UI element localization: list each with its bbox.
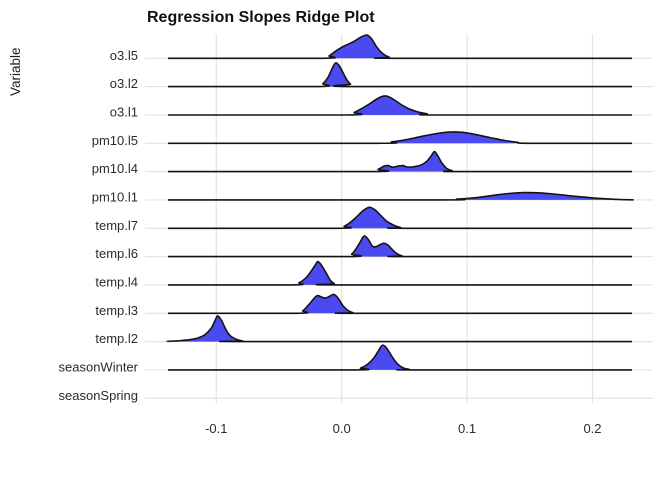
density-ridge (166, 315, 632, 343)
row-label: o3.l2 (110, 76, 138, 91)
density-ridge (168, 191, 634, 201)
row-label: pm10.l1 (92, 189, 138, 204)
x-tick-label: 0.2 (583, 421, 601, 436)
x-tick-label: 0.0 (333, 421, 351, 436)
density-ridge (168, 150, 632, 173)
density-ridge (168, 235, 632, 258)
density-ridge (167, 95, 632, 116)
x-tick-label: 0.1 (458, 421, 476, 436)
row-label: temp.l2 (95, 331, 138, 346)
row-label: o3.l5 (110, 48, 138, 63)
row-label: temp.l6 (95, 246, 138, 261)
y-axis-title: Variable (8, 47, 23, 96)
density-ridge (167, 206, 632, 230)
row-label: temp.l3 (95, 303, 138, 318)
density-ridge (168, 293, 632, 315)
row-label: pm10.l4 (92, 161, 138, 176)
chart-title: Regression Slopes Ridge Plot (147, 9, 375, 26)
row-label: temp.l4 (95, 274, 138, 289)
row-label: temp.l7 (95, 218, 138, 233)
row-label: seasonSpring (59, 388, 139, 403)
row-label: seasonWinter (59, 359, 139, 374)
x-tick-label: -0.1 (205, 421, 227, 436)
row-label: pm10.l5 (92, 133, 138, 148)
density-ridge (168, 344, 632, 371)
density-ridge (167, 34, 632, 60)
density-ridge (168, 260, 632, 286)
density-ridge (168, 131, 632, 145)
density-ridge (168, 62, 632, 88)
row-label: o3.l1 (110, 105, 138, 120)
